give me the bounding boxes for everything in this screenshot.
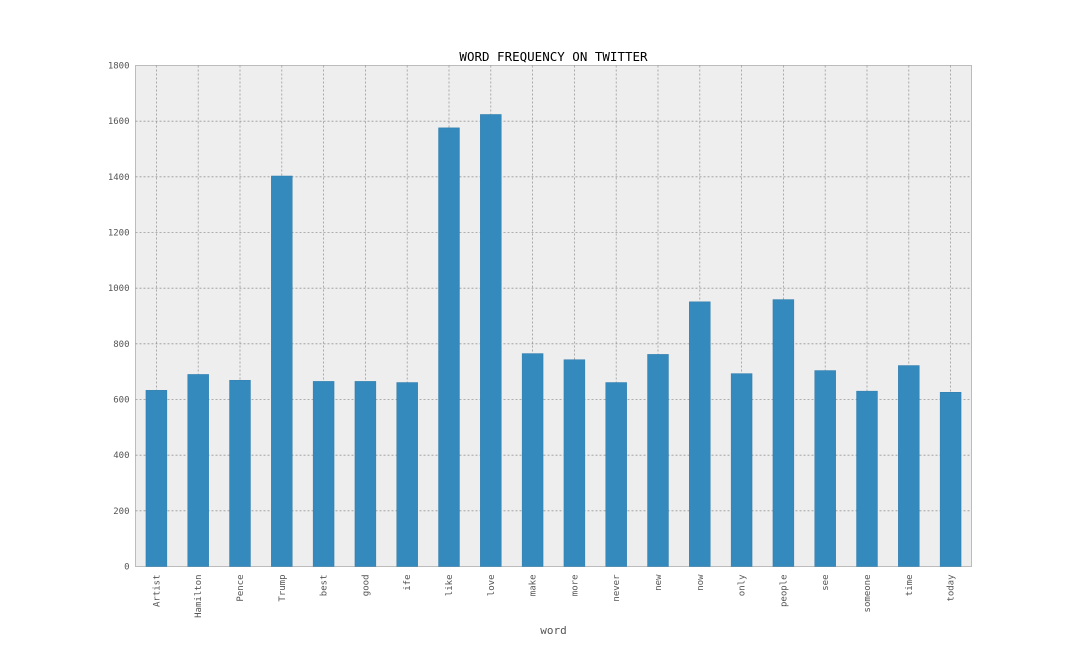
bar [187,374,209,567]
x-axis-label: word [540,624,567,637]
x-tick-label: good [361,575,371,597]
x-tick-label: ife [403,575,413,591]
bar [438,127,460,567]
bar [563,359,586,567]
bar [521,353,544,567]
bar [145,390,168,567]
x-tick-label: like [445,575,455,597]
bar [312,381,335,567]
y-tick-label: 1000 [108,284,130,294]
bar [898,365,920,567]
bar [354,381,377,567]
bar [647,354,669,567]
bar [730,373,753,567]
x-tick-label: make [529,575,539,597]
y-tick-label: 400 [113,451,129,461]
x-tick-label: Pence [236,575,246,602]
y-tick-label: 800 [113,340,129,350]
x-tick-label: never [612,574,622,602]
bars [145,114,962,567]
bar [939,392,962,567]
chart-title: WORD FREQUENCY ON TWITTER [459,49,648,64]
x-tick-label: new [654,574,664,591]
x-tick-label: Hamilton [194,575,204,618]
y-tick-label: 1800 [108,62,130,72]
x-tick-label: see [821,575,831,591]
bar [814,370,836,567]
x-tick-label: Trump [278,575,288,602]
bar [229,380,251,567]
bar [689,301,711,567]
bar [396,382,418,567]
plot-area [135,65,972,567]
y-tick-label: 0 [124,563,129,573]
y-axis-ticks: 0 200 400 600 800 1000 1200 1400 1600 1800 [108,62,130,573]
x-tick-label: today [947,574,957,602]
x-tick-label: someone [863,575,873,613]
x-tick-label: time [905,575,915,597]
y-tick-label: 1600 [108,117,130,127]
bar [772,299,795,567]
x-axis-ticks: Artist Hamilton Pence Trump best good ife like l… [152,574,956,618]
bar [480,114,502,567]
bar [605,382,627,567]
x-tick-label: love [487,575,497,597]
x-tick-label: Artist [152,575,162,608]
bar [271,175,293,567]
y-tick-label: 600 [113,396,129,406]
x-tick-label: only [738,574,748,596]
x-tick-label: best [320,575,330,597]
bar [856,390,878,567]
y-tick-label: 200 [113,507,129,517]
y-tick-label: 1400 [108,173,130,183]
x-tick-label: more [570,575,580,597]
x-tick-label: now [696,574,706,591]
x-tick-label: people [779,575,789,608]
y-tick-label: 1200 [108,229,130,239]
